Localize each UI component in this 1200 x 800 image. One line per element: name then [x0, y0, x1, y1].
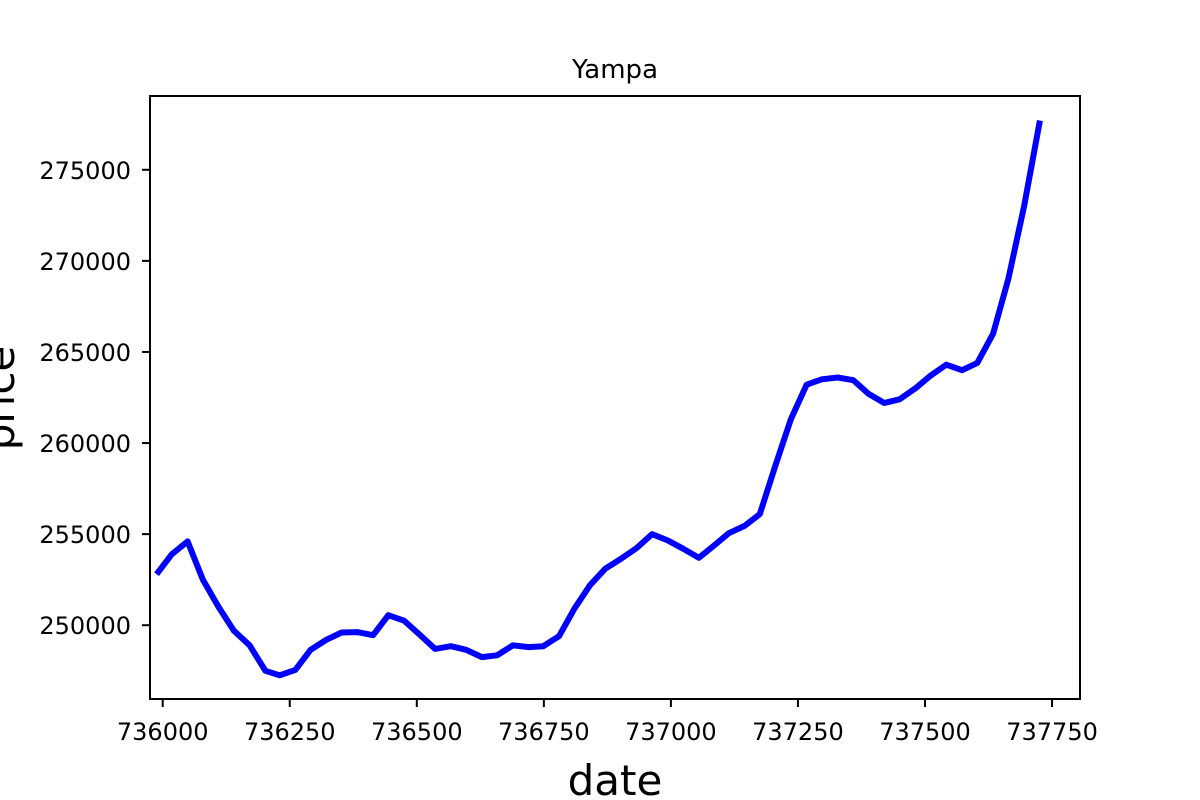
chart-title: Yampa — [571, 55, 658, 85]
y-tick-label: 265000 — [39, 339, 131, 367]
x-tick-label: 737750 — [1006, 718, 1098, 746]
x-tick-label: 736250 — [244, 718, 336, 746]
x-tick-label: 737500 — [879, 718, 971, 746]
x-axis-label: date — [568, 756, 663, 800]
axes-frame — [149, 95, 1081, 700]
y-tick-label: 260000 — [39, 430, 131, 458]
plot-area — [154, 120, 1043, 679]
y-tick-label: 270000 — [39, 248, 131, 276]
x-tick-label: 736500 — [371, 718, 463, 746]
y-tick-label: 250000 — [39, 612, 131, 640]
series-line-0 — [154, 120, 1043, 679]
x-tick-label: 737000 — [625, 718, 717, 746]
x-axis: 736000 736250 736500 736750 737000 737250 7375… — [117, 699, 1098, 746]
x-tick-label: 736000 — [117, 718, 209, 746]
x-tick-label: 737250 — [752, 718, 844, 746]
y-axis: 250000 255000 260000 265000 270000 275000 — [39, 157, 150, 640]
y-tick-label: 275000 — [39, 157, 131, 185]
y-axis-label: price — [0, 346, 24, 451]
y-tick-label: 255000 — [39, 521, 131, 549]
x-tick-label: 736750 — [498, 718, 590, 746]
